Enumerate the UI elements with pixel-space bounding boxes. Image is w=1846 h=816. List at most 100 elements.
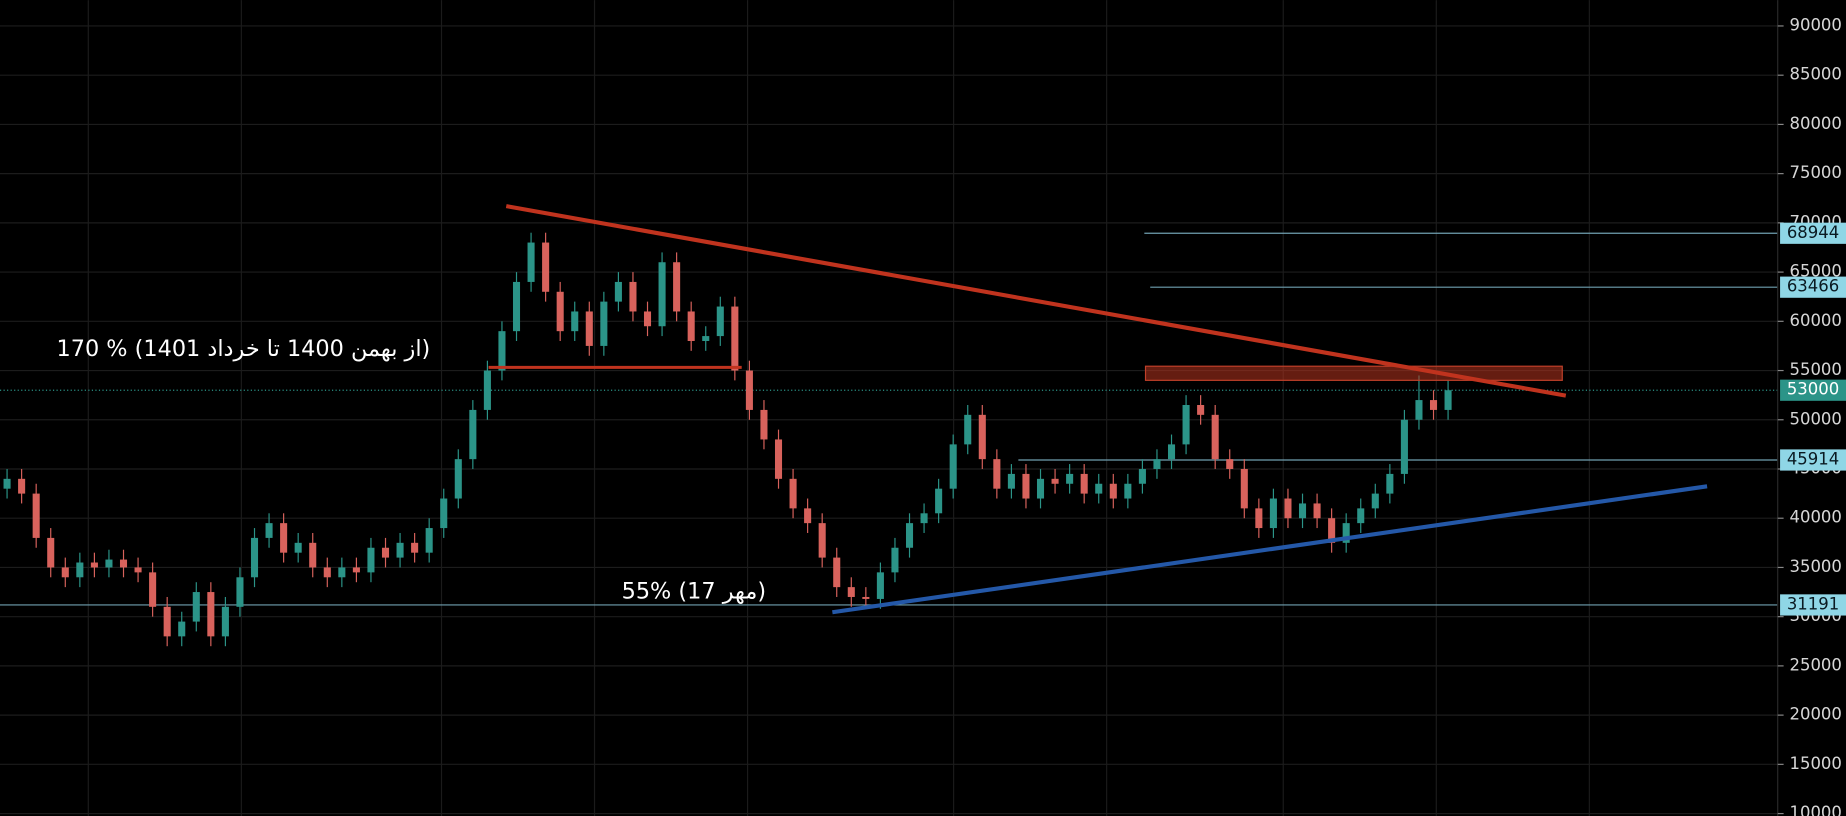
candle-body	[629, 281, 637, 312]
candle-body	[1400, 419, 1408, 474]
candle-body	[440, 498, 448, 529]
candle-body	[1036, 478, 1045, 499]
candle-body	[47, 537, 55, 568]
candle-body	[134, 567, 142, 573]
candle-body	[32, 493, 40, 538]
horizontal-grid	[0, 25, 1778, 815]
candle-body	[1429, 400, 1438, 410]
y-tick-label: 35000	[1789, 557, 1841, 576]
candle-body	[949, 444, 957, 489]
candle-body	[483, 370, 491, 410]
candle-body	[745, 370, 753, 410]
price-label: 68944	[1787, 223, 1839, 242]
candle-body	[920, 513, 928, 524]
resistance-zone	[1144, 365, 1563, 381]
candle-body	[454, 459, 462, 499]
candle-body	[1080, 473, 1088, 494]
candle-body	[614, 281, 622, 302]
candle-body	[964, 414, 972, 445]
candle-body	[3, 478, 11, 489]
candle-body	[338, 567, 346, 578]
y-tick-label: 75000	[1789, 163, 1841, 182]
candle-body	[1313, 503, 1321, 519]
annotation: 55% (17 مهر)	[622, 579, 766, 605]
price-label-box	[1780, 276, 1846, 298]
price-label-box	[1780, 594, 1846, 616]
candle-body	[1066, 473, 1074, 484]
candle-body	[1269, 498, 1277, 529]
candle-body	[207, 592, 215, 637]
candle-body	[804, 508, 812, 524]
candle-body	[716, 306, 724, 337]
y-tick-label: 80000	[1789, 114, 1841, 133]
candle-body	[280, 523, 288, 553]
candle-body	[833, 557, 841, 588]
candle-body	[1371, 493, 1379, 509]
candle-body	[149, 572, 157, 607]
candle-body	[1298, 503, 1307, 519]
candle-body	[178, 621, 186, 637]
y-tick-label: 55000	[1789, 360, 1841, 379]
y-tick-label: 65000	[1789, 262, 1841, 281]
candle-body	[105, 559, 113, 568]
candle-body	[411, 542, 419, 553]
candle-body	[76, 562, 84, 578]
candle-body	[585, 311, 593, 346]
candle-body	[1182, 404, 1190, 445]
candle-body	[760, 409, 768, 440]
candle-body	[425, 528, 433, 553]
candle-body	[1386, 473, 1394, 494]
candle-body	[1051, 478, 1059, 484]
candle-body	[1211, 414, 1219, 460]
candle-body	[221, 606, 229, 637]
candle-body	[469, 409, 477, 460]
y-tick-label: 15000	[1789, 754, 1841, 773]
annotation: 170 % (از بهمن 1400 تا خرداد 1401)	[57, 336, 431, 362]
candle-body	[323, 567, 331, 578]
candle-body	[90, 562, 98, 568]
candle-body	[119, 559, 128, 568]
y-tick-label: 60000	[1789, 311, 1841, 330]
candle-body	[1153, 459, 1161, 469]
candle-body	[294, 542, 302, 553]
candle-body	[1109, 483, 1117, 499]
candle-body	[673, 262, 681, 312]
candle-body	[731, 306, 739, 371]
candle-body	[1415, 400, 1423, 420]
candle-body	[527, 242, 535, 282]
price-label: 63466	[1787, 277, 1839, 296]
last-price-label: 53000	[1787, 380, 1839, 399]
candle-body	[891, 547, 899, 573]
candle-body	[1240, 468, 1248, 509]
candle-body	[818, 523, 826, 558]
candle-body	[978, 414, 986, 460]
candle-body	[18, 478, 26, 494]
candle-body	[1328, 518, 1336, 543]
price-label-box	[1780, 449, 1846, 471]
candle-body	[381, 547, 390, 558]
trend-line-up	[832, 484, 1708, 615]
candle-body	[1357, 508, 1365, 524]
candle-body	[309, 542, 317, 568]
candle-body	[556, 291, 564, 332]
candle-body	[1342, 523, 1350, 543]
candle-body	[993, 459, 1001, 489]
candle-body	[1138, 468, 1146, 484]
candle-body	[163, 606, 171, 637]
candle-body	[1226, 459, 1234, 469]
candle-body	[702, 336, 710, 342]
y-tick-label: 50000	[1789, 409, 1841, 428]
y-axis: 1000015000200002500030000350004000045000…	[1777, 15, 1842, 816]
price-label: 45914	[1787, 449, 1839, 468]
candle-body	[61, 567, 69, 578]
candle-body	[571, 311, 579, 332]
y-tick-label: 25000	[1789, 655, 1841, 674]
candle-body	[1022, 473, 1030, 499]
candle-body	[1197, 404, 1205, 415]
candle-body	[498, 331, 506, 371]
candle-body	[192, 592, 200, 622]
price-label-box	[1780, 222, 1846, 244]
